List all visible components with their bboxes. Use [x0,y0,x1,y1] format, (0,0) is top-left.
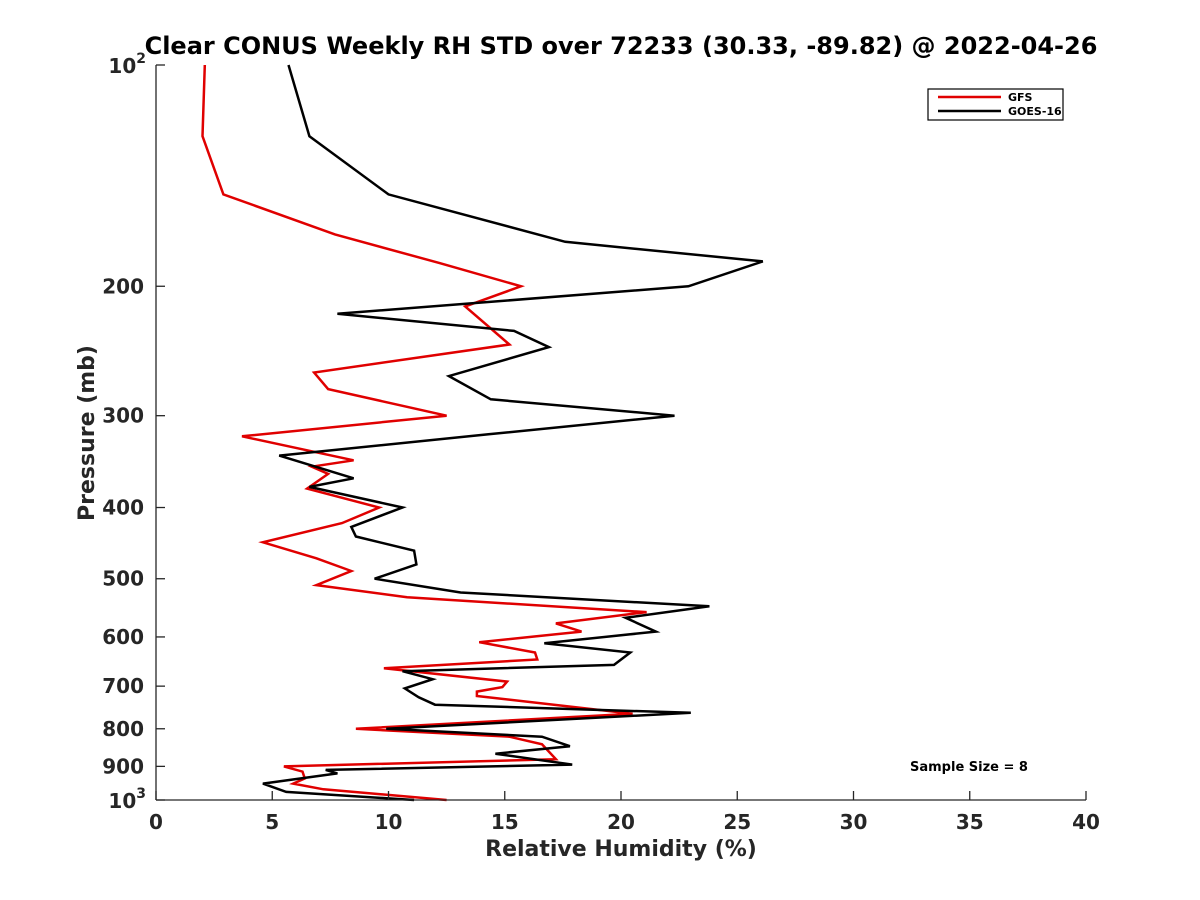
y-axis-label: Pressure (mb) [75,345,100,521]
x-tick-label: 10 [375,810,403,834]
y-tick-label: 600 [102,625,144,649]
legend-label-goes16: GOES-16 [1008,105,1062,118]
y-tick-label: 300 [102,404,144,428]
x-tick-label: 40 [1072,810,1100,834]
series-layer [201,64,764,802]
y-tick-label: 900 [102,754,144,778]
y-tick-label: 500 [102,567,144,591]
series-goes-16 [262,64,764,802]
x-tick-label: 25 [723,810,751,834]
legend-label-gfs: GFS [1008,91,1033,104]
y-tick-label: 400 [102,496,144,520]
legend: GFS GOES-16 [927,88,1064,121]
x-tick-label: 15 [491,810,519,834]
x-tick-label: 5 [265,810,279,834]
x-tick-label: 35 [956,810,984,834]
chart-title: Clear CONUS Weekly RH STD over 72233 (30… [145,32,1098,60]
series-line [201,64,647,802]
x-tick-label: 30 [840,810,868,834]
series-gfs [201,64,647,802]
x-tick-label: 20 [607,810,635,834]
y-tick-label: 102 [108,51,146,78]
y-tick-label: 800 [102,717,144,741]
legend-box [927,88,1064,121]
x-tick-label: 0 [149,810,163,834]
y-tick-label: 103 [108,786,146,813]
sample-size-annotation: Sample Size = 8 [910,760,1028,775]
x-axis-label: Relative Humidity (%) [485,837,757,862]
series-line [262,64,764,802]
y-tick-label: 700 [102,674,144,698]
y-tick-label: 200 [102,274,144,298]
ticks-layer: 0 5 10 15 20 25 30 35 40 102 200 300 400 500 600 700 800… [102,51,1100,834]
